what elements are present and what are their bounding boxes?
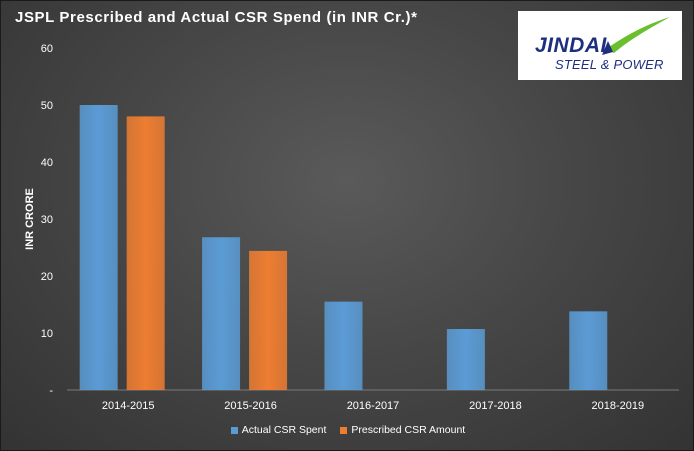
bar-prescribed-2015-2016: [249, 250, 288, 390]
legend-label-actual: Actual CSR Spent: [241, 424, 327, 436]
chart-legend: Actual CSR Spent Prescribed CSR Amount: [1, 424, 693, 436]
bar-actual-2014-2015: [79, 105, 118, 390]
y-tick-label: 50: [41, 100, 53, 112]
jindal-logo: JINDAL STEEL & POWER: [518, 11, 682, 80]
legend-swatch-prescribed: [340, 426, 348, 434]
y-tick-label: 40: [41, 157, 53, 169]
y-tick-label: 10: [41, 328, 53, 340]
x-tick-label: 2018-2019: [591, 400, 644, 412]
y-tick-label: -: [49, 385, 53, 397]
logo-steel-power-text: STEEL & POWER: [555, 57, 664, 72]
y-tick-label: 60: [41, 43, 53, 55]
legend-swatch-actual: [230, 426, 238, 434]
legend-item-actual: Actual CSR Spent: [230, 424, 327, 436]
bar-actual-2017-2018: [446, 329, 485, 390]
bar-prescribed-2014-2015: [126, 116, 165, 391]
x-tick-label: 2014-2015: [102, 400, 155, 412]
legend-label-prescribed: Prescribed CSR Amount: [351, 424, 466, 436]
x-tick-label: 2016-2017: [347, 400, 400, 412]
legend-item-prescribed: Prescribed CSR Amount: [340, 424, 465, 436]
bar-actual-2018-2019: [569, 311, 608, 390]
x-tick-label: 2017-2018: [469, 400, 522, 412]
bar-actual-2015-2016: [202, 237, 241, 390]
y-axis-title: INR CRORE: [24, 188, 36, 250]
y-tick-label: 20: [41, 271, 53, 283]
bar-actual-2016-2017: [324, 301, 363, 390]
chart-title: JSPL Prescribed and Actual CSR Spend (in…: [15, 9, 418, 26]
logo-swoosh-icon: [602, 17, 670, 55]
logo-jindal-text: JINDAL: [535, 34, 614, 57]
x-tick-label: 2015-2016: [224, 400, 277, 412]
y-tick-label: 30: [41, 214, 53, 226]
